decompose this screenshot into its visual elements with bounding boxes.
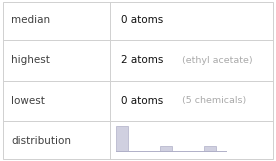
Text: (ethyl acetate): (ethyl acetate) <box>182 56 253 65</box>
Text: distribution: distribution <box>11 136 71 146</box>
Bar <box>160 146 172 151</box>
Bar <box>204 146 216 151</box>
Bar <box>116 126 128 151</box>
Text: highest: highest <box>11 55 50 65</box>
Text: median: median <box>11 15 50 25</box>
Text: lowest: lowest <box>11 96 45 106</box>
Text: 2 atoms: 2 atoms <box>121 55 164 65</box>
Text: (5 chemicals): (5 chemicals) <box>182 96 246 105</box>
Text: 0 atoms: 0 atoms <box>121 15 164 25</box>
Text: 0 atoms: 0 atoms <box>121 96 164 106</box>
